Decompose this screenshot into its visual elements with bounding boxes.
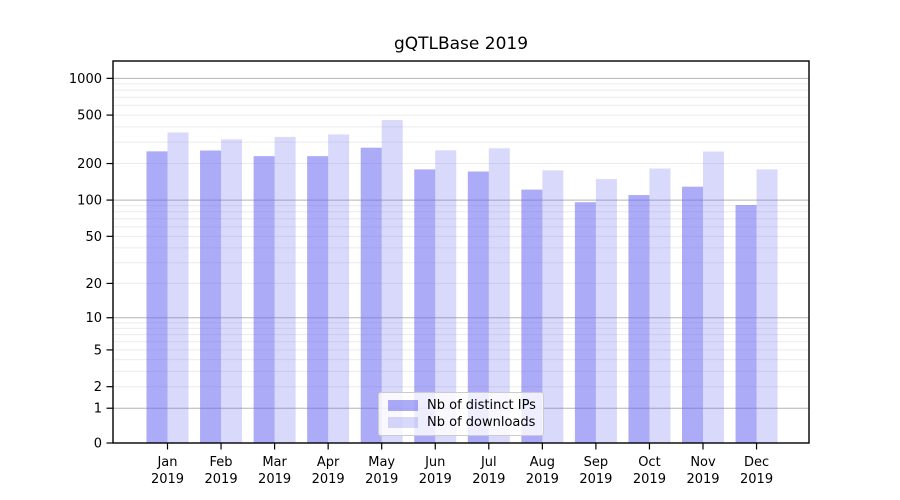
- y-axis-tick-label: 1000: [69, 72, 102, 87]
- x-axis-tick-label-month: Aug: [530, 455, 555, 470]
- x-axis-tick-label-month: Dec: [744, 455, 769, 470]
- bar-distinct-ips-nov: [682, 186, 703, 443]
- bar-downloads-jan: [167, 132, 189, 443]
- x-axis-tick-label-year: 2019: [151, 472, 184, 487]
- x-axis-tick-label-month: Feb: [210, 455, 233, 470]
- bar-distinct-ips-jan: [146, 151, 168, 443]
- x-axis-tick-label-month: Sep: [584, 455, 609, 470]
- bar-downloads-apr: [328, 134, 350, 444]
- chart-title: gQTLBase 2019: [393, 34, 529, 54]
- bar-downloads-jun: [435, 150, 457, 443]
- legend-swatch-downloads: [388, 417, 418, 429]
- bar-downloads-oct: [649, 168, 671, 443]
- x-axis-tick-label-year: 2019: [633, 472, 666, 487]
- bar-downloads-mar: [274, 136, 296, 443]
- x-axis-tick-label-year: 2019: [740, 472, 773, 487]
- bar-distinct-ips-mar: [253, 156, 275, 443]
- x-axis-tick-label-year: 2019: [686, 472, 719, 487]
- x-axis-tick-label-year: 2019: [312, 472, 345, 487]
- bar-distinct-ips-apr: [307, 156, 329, 443]
- x-axis-tick-label-year: 2019: [365, 472, 398, 487]
- y-axis-tick-label: 100: [77, 194, 102, 209]
- x-axis-tick-label-month: Jan: [156, 455, 177, 470]
- x-axis-tick-label-year: 2019: [579, 472, 612, 487]
- y-axis-tick-label: 1: [94, 402, 102, 417]
- x-axis-tick-label-month: Oct: [638, 455, 660, 470]
- x-axis-tick-label-year: 2019: [526, 472, 559, 487]
- x-axis-tick-label-year: 2019: [258, 472, 291, 487]
- bar-distinct-ips-aug: [521, 189, 543, 443]
- x-axis-tick-label-month: Mar: [262, 455, 287, 470]
- y-axis-tick-label: 0: [94, 437, 102, 452]
- legend-label-downloads: Nb of downloads: [427, 415, 536, 431]
- legend: Nb of distinct IPs Nb of downloads: [378, 392, 544, 436]
- legend-label-distinct-ips: Nb of distinct IPs: [427, 397, 536, 413]
- x-axis-tick-label-year: 2019: [205, 472, 238, 487]
- bar-distinct-ips-dec: [735, 205, 757, 443]
- x-axis-tick-label-year: 2019: [419, 472, 452, 487]
- x-axis-tick-label-month: Jun: [424, 455, 445, 470]
- bar-downloads-may: [381, 120, 403, 443]
- legend-item-distinct-ips: Nb of distinct IPs: [388, 397, 536, 413]
- y-axis-tick-label: 200: [77, 157, 102, 172]
- bar-distinct-ips-jul: [467, 171, 489, 443]
- x-axis-tick-label-year: 2019: [472, 472, 505, 487]
- y-axis-tick-label: 2: [94, 380, 102, 395]
- y-axis-tick-label: 50: [85, 230, 102, 245]
- y-axis-tick-label: 20: [85, 277, 102, 292]
- bar-distinct-ips-feb: [200, 150, 222, 444]
- bar-distinct-ips-oct: [628, 195, 650, 443]
- bar-downloads-sep: [595, 179, 617, 443]
- bar-downloads-dec: [756, 169, 778, 443]
- bar-distinct-ips-jun: [414, 169, 436, 443]
- bar-downloads-feb: [221, 139, 243, 444]
- x-axis-tick-label-month: Nov: [690, 455, 716, 470]
- bar-downloads-nov: [703, 151, 724, 443]
- bar-downloads-aug: [542, 170, 564, 443]
- x-axis-tick-label-month: May: [368, 455, 395, 470]
- x-axis-tick-label-month: Jul: [480, 455, 497, 470]
- bar-distinct-ips-may: [360, 147, 382, 443]
- legend-item-downloads: Nb of downloads: [388, 415, 536, 431]
- y-axis-tick-label: 500: [77, 109, 102, 124]
- y-axis-tick-label: 5: [94, 343, 102, 358]
- legend-swatch-distinct-ips: [388, 399, 418, 411]
- y-axis-tick-label: 10: [85, 311, 102, 326]
- bar-downloads-jul: [488, 148, 510, 443]
- bar-distinct-ips-sep: [574, 202, 596, 443]
- x-axis-tick-label-month: Apr: [317, 455, 340, 470]
- plot-border: [112, 60, 810, 444]
